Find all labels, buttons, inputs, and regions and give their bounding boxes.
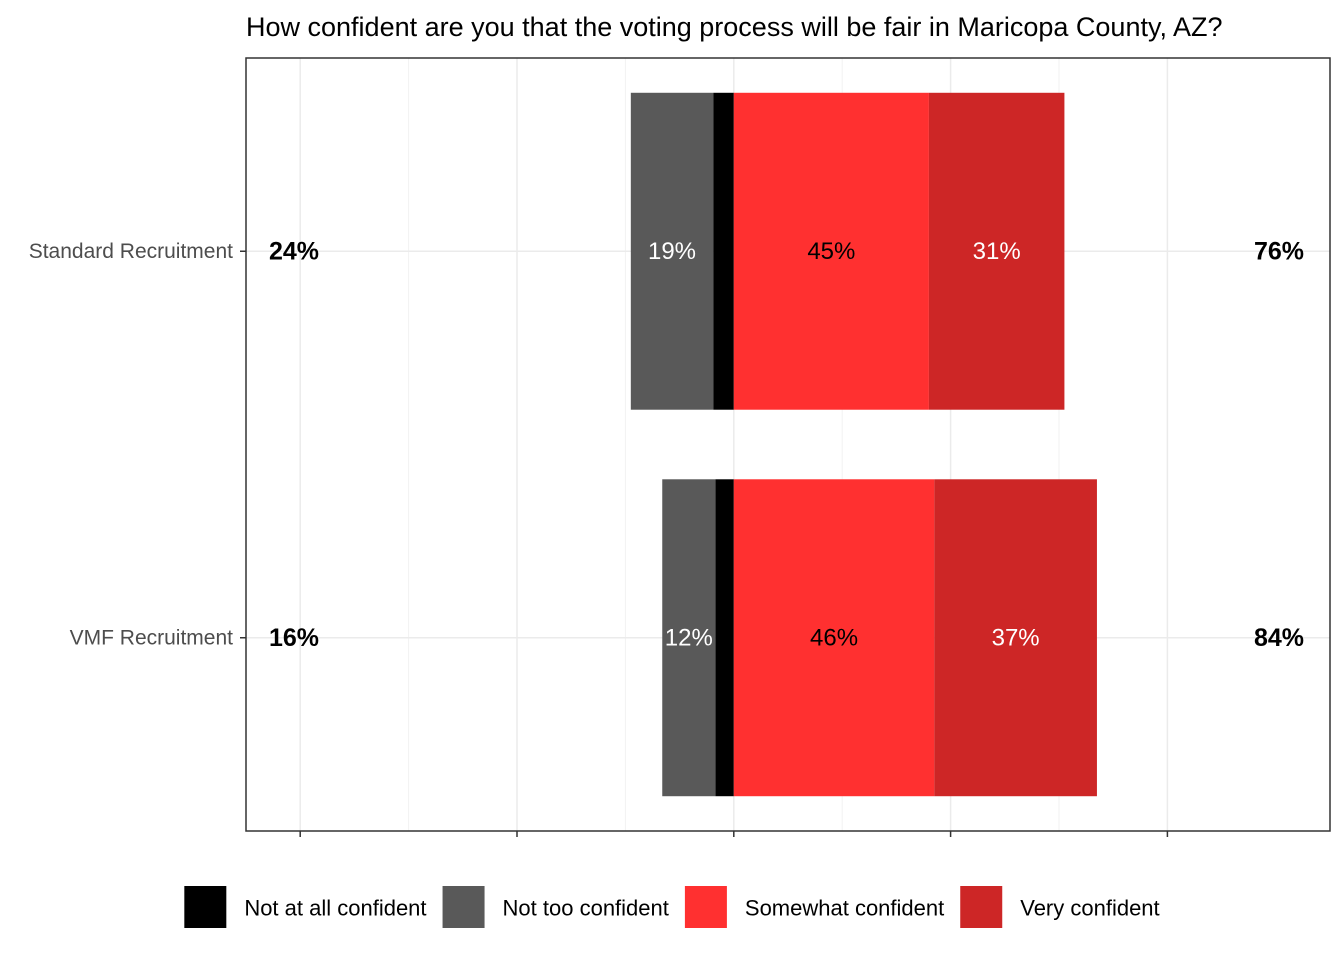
segment-label: 46%	[810, 624, 858, 651]
legend-label: Somewhat confident	[745, 896, 944, 921]
panel-border	[245, 57, 1331, 832]
legend-key-not-too-confident	[442, 886, 485, 928]
bars	[630, 92, 1097, 797]
legend-label: Not too confident	[503, 896, 669, 921]
bar-segment-not-at-all-confident	[715, 479, 734, 797]
data-labels: 19% 45% 31% 24% 76% 12% 46% 37% 16% 84%	[269, 237, 1304, 652]
total-right-label: 84%	[1254, 624, 1304, 652]
segment-label: 19%	[648, 238, 696, 265]
segment-label: 31%	[973, 238, 1021, 265]
segment-label: 12%	[665, 624, 713, 651]
category-label: VMF Recruitment	[70, 626, 234, 649]
segment-label: 45%	[807, 238, 855, 265]
bar-segment-somewhat-confident	[733, 92, 929, 410]
legend-label: Not at all confident	[244, 896, 426, 921]
bar-segment-not-too-confident	[662, 479, 716, 797]
total-right-label: 76%	[1254, 237, 1304, 265]
legend-label: Very confident	[1020, 896, 1159, 921]
total-left-label: 24%	[269, 237, 319, 265]
bar-segment-not-at-all-confident	[713, 92, 734, 410]
bar-segment-very-confident	[928, 92, 1065, 410]
category-label: Standard Recruitment	[29, 240, 233, 263]
bar-segment-not-too-confident	[630, 92, 714, 410]
chart-title: How confident are you that the voting pr…	[246, 12, 1223, 42]
legend-key-somewhat-confident	[684, 886, 727, 928]
segment-label: 37%	[992, 624, 1040, 651]
legend-key-very-confident	[960, 886, 1003, 928]
total-left-label: 16%	[269, 624, 319, 652]
legend: Not at all confident Not too confident Som…	[184, 886, 1160, 928]
bar-segment-somewhat-confident	[733, 479, 935, 797]
axes: Standard Recruitment VMF Recruitment	[29, 240, 1169, 837]
legend-key-not-at-all-confident	[184, 886, 227, 928]
bar-segment-very-confident	[934, 479, 1097, 797]
